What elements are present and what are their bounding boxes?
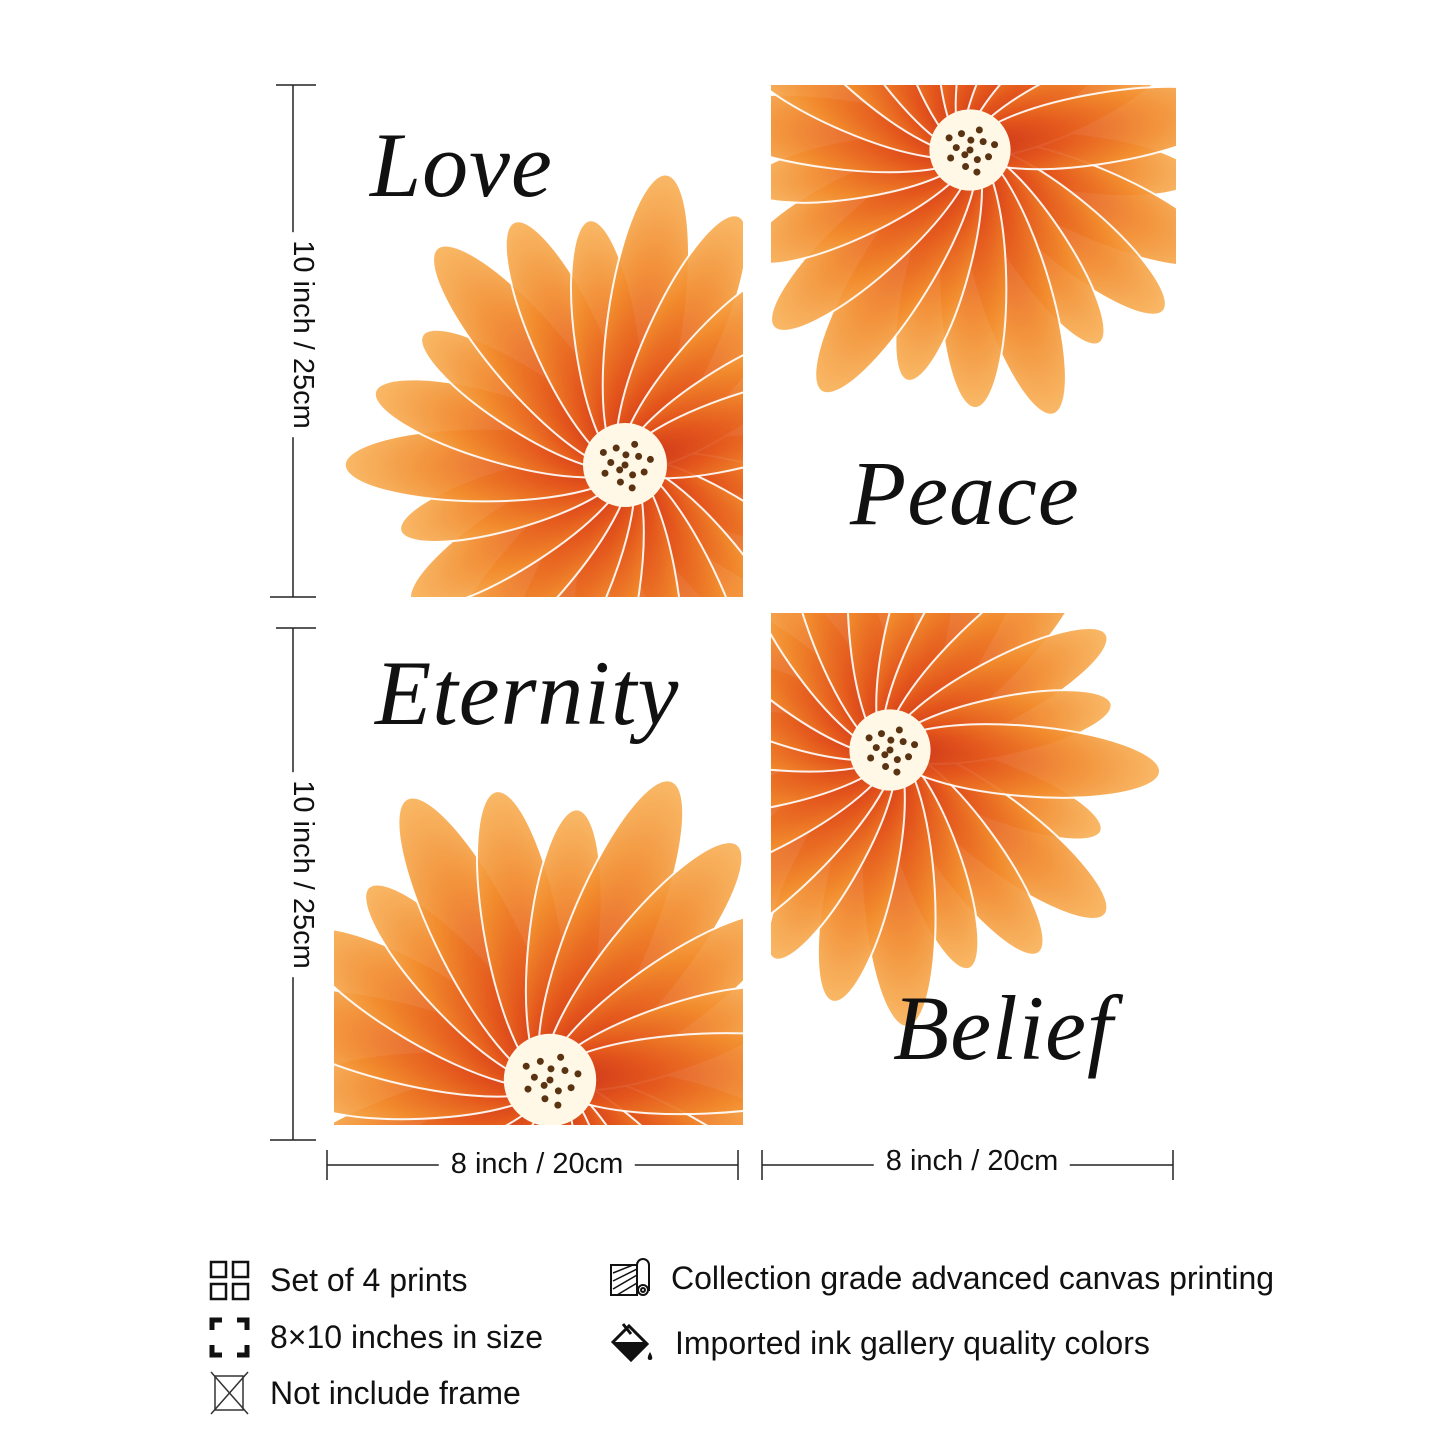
flower-eternity bbox=[334, 779, 743, 1125]
feature-label: Not include frame bbox=[270, 1374, 521, 1411]
feature-label: Set of 4 prints bbox=[270, 1262, 468, 1298]
height-label-bottom: 10 inch / 25cm bbox=[285, 772, 319, 977]
feature-label: 8×10 inches in size bbox=[270, 1319, 544, 1355]
feature-size: 8×10 inches in size bbox=[209, 1317, 543, 1358]
feature-label: Imported ink gallery quality colors bbox=[675, 1324, 1150, 1361]
print-word-peace: Peace bbox=[850, 442, 1080, 544]
print-word-eternity: Eternity bbox=[375, 642, 680, 744]
feature-no-frame: Not include frame bbox=[209, 1370, 521, 1416]
frame-corners-icon bbox=[209, 1317, 250, 1358]
height-label-top: 10 inch / 25cm bbox=[285, 232, 319, 437]
print-word-belief: Belief bbox=[893, 977, 1114, 1079]
flower-love bbox=[343, 173, 743, 597]
grid-icon bbox=[209, 1260, 250, 1301]
feature-ink: Imported ink gallery quality colors bbox=[609, 1320, 1150, 1366]
flower-belief bbox=[771, 613, 1162, 1028]
canvas-roll-icon bbox=[610, 1258, 650, 1296]
feature-canvas: Collection grade advanced canvas printin… bbox=[609, 1257, 1274, 1299]
print-word-love: Love bbox=[370, 114, 553, 216]
feature-set-of-4: Set of 4 prints bbox=[209, 1260, 467, 1301]
flower-peace bbox=[771, 85, 1176, 416]
width-label-left: 8 inch / 20cm bbox=[438, 1148, 636, 1181]
width-label-right: 8 inch / 20cm bbox=[873, 1145, 1071, 1178]
paint-bucket-icon bbox=[610, 1323, 653, 1363]
feature-label: Collection grade advanced canvas printin… bbox=[671, 1259, 1275, 1296]
no-frame-icon bbox=[210, 1371, 249, 1415]
